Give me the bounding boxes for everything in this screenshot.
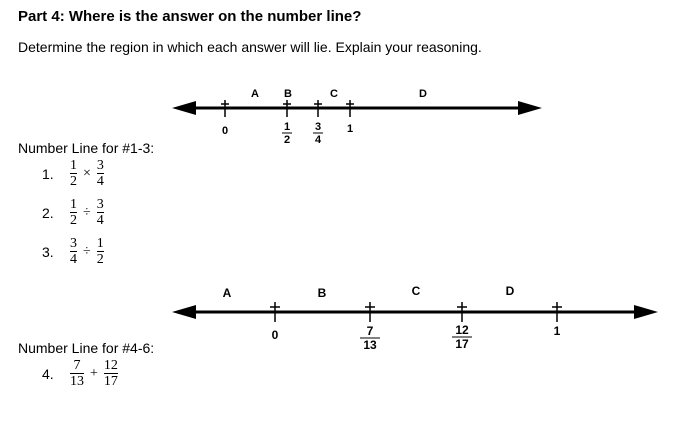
fraction: 7 13 [70, 358, 84, 389]
denominator: 2 [96, 252, 104, 267]
nl1-region-b: B [284, 88, 292, 100]
denominator: 4 [96, 213, 104, 228]
denominator: 4 [70, 252, 77, 267]
operator: + [90, 365, 98, 381]
nl2-tick-0: 0 [272, 328, 279, 342]
nl2-tick-12-17-num: 12 [455, 323, 469, 337]
denominator: 17 [103, 374, 118, 389]
nl1-tick-0: 0 [222, 125, 228, 137]
nl2-region-a: A [223, 286, 232, 300]
numerator: 7 [73, 358, 81, 373]
instructions: Determine the region in which each answe… [18, 39, 482, 55]
number-line-2-axis [172, 305, 658, 319]
nl2-region-b: B [318, 286, 327, 300]
nl1-tick-1: 1 [347, 123, 353, 135]
problem-number: 2. [42, 204, 54, 221]
denominator: 2 [70, 174, 77, 189]
nl2-tick-12-17-den: 17 [455, 337, 469, 351]
nl2-tick-1: 1 [554, 324, 561, 338]
nl2-tick-7-13-den: 13 [363, 338, 377, 352]
problem-4: 4. 7 13 + 12 17 [42, 358, 120, 389]
number-line-2: A B C D 0 7 13 12 17 1 [172, 284, 658, 352]
fraction: 12 17 [103, 358, 118, 389]
operator: × [83, 165, 91, 181]
numerator: 1 [70, 158, 77, 173]
nl2-region-c: C [412, 284, 421, 298]
number-line-2-ticks [270, 302, 562, 322]
nl1-region-d: D [419, 88, 427, 100]
numerator: 3 [96, 158, 104, 173]
number-line-1: A B C D 0 1 2 3 4 1 [172, 88, 542, 146]
denominator: 4 [96, 174, 104, 189]
problem-number: 3. [42, 243, 54, 260]
numerator: 3 [70, 236, 77, 251]
number-line-1-ticks [221, 100, 354, 117]
numerator: 1 [96, 236, 104, 251]
denominator: 13 [70, 374, 84, 389]
nl2-region-d: D [506, 284, 515, 298]
nl1-region-a: A [251, 88, 259, 100]
number-line-2-heading: Number Line for #4-6: [18, 340, 155, 356]
numerator: 1 [70, 197, 77, 212]
nl1-tick-3-4-den: 4 [315, 134, 322, 146]
number-line-1-axis [172, 101, 542, 115]
nl1-tick-half-num: 1 [284, 121, 290, 133]
nl1-tick-half-den: 2 [284, 134, 290, 146]
numerator: 3 [96, 197, 104, 212]
numerator: 12 [103, 358, 118, 373]
problem-number: 4. [42, 365, 54, 382]
denominator: 2 [70, 213, 77, 228]
number-line-1-heading: Number Line for #1-3: [18, 140, 155, 156]
page-title: Part 4: Where is the answer on the numbe… [18, 8, 362, 25]
problem-number: 1. [42, 165, 54, 182]
nl1-region-c: C [330, 88, 338, 100]
nl1-tick-3-4-num: 3 [315, 121, 321, 133]
nl2-tick-7-13-num: 7 [367, 324, 374, 338]
operator: ÷ [83, 204, 91, 220]
operator: ÷ [83, 243, 91, 259]
